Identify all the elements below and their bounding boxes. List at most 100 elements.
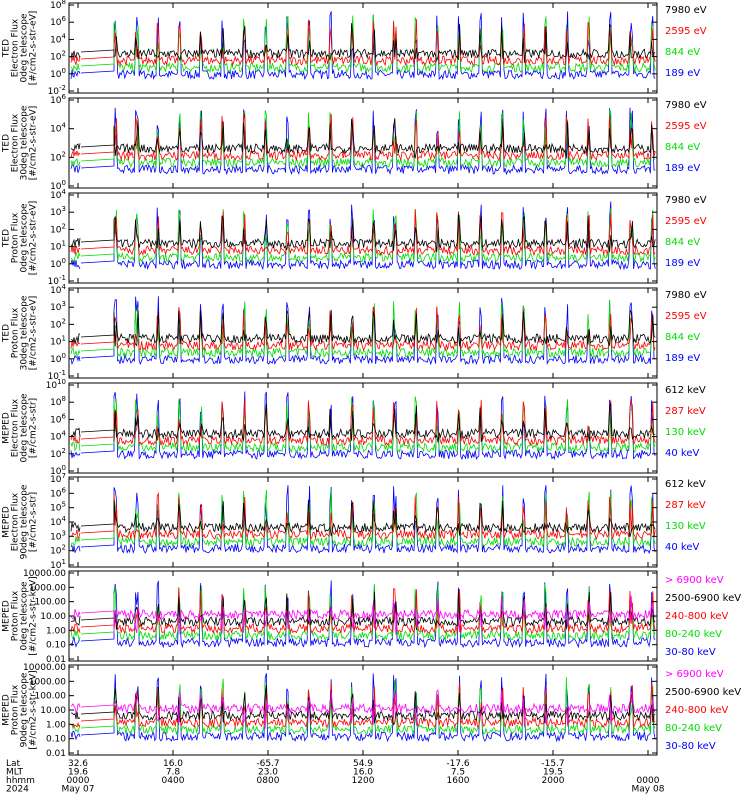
series-trace-80-240-kev: [70, 583, 656, 642]
series-trace-2595-ev: [70, 19, 656, 67]
y-tick-label: 104: [50, 188, 66, 201]
y-tick-label: 0.01: [46, 655, 66, 665]
xaxis-lat-label: -65.7: [256, 759, 279, 769]
y-tick-label: 104: [50, 283, 66, 296]
y-tick-label: 103: [50, 529, 66, 542]
xaxis-row-label: MLT: [6, 768, 24, 778]
y-tick-label: 103: [50, 300, 66, 313]
series-trace-287-kev: [70, 492, 656, 541]
legend-entry: 844 eV: [665, 237, 700, 248]
xaxis-row-label: 2024: [6, 785, 29, 795]
series-trace-844-ev: [70, 300, 656, 359]
series-trace-189-ev: [70, 296, 656, 366]
series-trace-7980-ev: [70, 23, 656, 63]
panel-3-traces: [70, 201, 656, 271]
legend-entry: 7980 eV: [665, 290, 707, 301]
legend-entry: 80-240 keV: [665, 723, 722, 734]
xaxis-lat-label: -17.6: [446, 759, 470, 769]
legend-entry: 7980 eV: [665, 5, 707, 16]
xaxis-row-label: Lat: [6, 759, 21, 769]
y-tick-label: 101: [50, 558, 66, 571]
legend-entry: 844 eV: [665, 142, 700, 153]
xaxis-mlt-label: 19.6: [68, 768, 88, 778]
panel-7: 10000.00 1000.00 100.00 10.00 1.00 0.10 0.01 ME…: [2, 569, 742, 665]
legend-entry: 2595 eV: [665, 121, 707, 132]
panel-8-ylabel: MEPEDProton Flux90deg telescope[#/cm2-s-…: [2, 670, 39, 749]
panel-3-ylabel: TEDProton Flux0deg telescope[#/cm2-s-str…: [2, 201, 39, 276]
legend-entry: 2595 eV: [665, 26, 707, 37]
panel-2-ylabel: TEDElectron Flux30deg telescope[#/cm2-s-…: [2, 105, 39, 180]
y-tick-label: 101: [50, 335, 66, 348]
y-tick-label: 104: [50, 122, 66, 135]
legend-entry: 189 eV: [665, 68, 700, 79]
y-tick-label: 1.00: [46, 626, 66, 636]
legend-entry: 130 keV: [665, 427, 706, 438]
legend-entry: 844 eV: [665, 332, 700, 343]
series-trace-612-kev: [70, 403, 656, 443]
legend-entry: 2595 eV: [665, 216, 707, 227]
panel-3: 104 103 102 101 100 10-1 TEDProton Flux0deg te…: [2, 188, 707, 287]
y-tick-label: 102: [50, 150, 66, 163]
legend-entry: 30-80 keV: [665, 741, 716, 752]
legend-entry: 30-80 keV: [665, 647, 716, 658]
y-tick-label: 106: [50, 15, 66, 28]
panel-5-traces: [70, 391, 656, 461]
panel-6-ylabel: MEPEDElectron Flux90deg telescope[#/cm2-…: [2, 484, 39, 559]
legend-entry: 2500-6900 keV: [665, 687, 741, 698]
series-trace-7980-ev: [70, 118, 656, 159]
y-tick-label: 102: [50, 447, 66, 460]
y-tick-label: 100.00: [35, 692, 67, 702]
xaxis-time-label: 0400: [162, 776, 185, 786]
y-tick-label: 104: [50, 32, 66, 45]
y-tick-label: 1000.00: [29, 583, 66, 593]
y-tick-label: 104: [50, 515, 66, 528]
y-tick-label: 106: [50, 93, 66, 106]
y-tick-label: 1000.00: [29, 677, 66, 687]
xaxis-mlt-label: 23.0: [258, 768, 278, 778]
y-tick-label: 10.00: [40, 612, 66, 622]
series-trace-612-kev: [70, 499, 656, 537]
y-tick-label: 103: [50, 205, 66, 218]
y-tick-label: 107: [50, 472, 66, 485]
panel-6-frame: [68, 476, 658, 568]
y-tick-label: 0.10: [46, 735, 66, 745]
legend-entry: 189 eV: [665, 258, 700, 269]
y-tick-label: 108: [50, 0, 66, 11]
y-tick-label: 100: [50, 352, 66, 365]
panel-5-ylabel: MEPEDElectron Flux0deg telescope[#/cm2-s…: [2, 393, 39, 463]
xaxis-time-label: 0000: [637, 776, 660, 786]
legend-entry: 612 keV: [665, 479, 706, 490]
y-tick-label: 10000.00: [23, 663, 66, 673]
xaxis-mlt-label: 7.8: [166, 768, 181, 778]
legend-entry: > 6900 keV: [665, 669, 724, 680]
y-tick-label: 108: [50, 395, 66, 408]
legend-entry: 80-240 keV: [665, 629, 722, 640]
y-tick-label: 100: [50, 179, 66, 192]
y-tick-label: 10-1: [48, 369, 66, 382]
y-tick-label: 102: [50, 222, 66, 235]
y-tick-label: 10000.00: [23, 569, 66, 579]
series-trace-2595-ev: [70, 306, 656, 352]
series-trace-7980-ev: [70, 309, 656, 347]
panel-7-traces: [70, 580, 656, 649]
legend-entry: 189 eV: [665, 163, 700, 174]
y-tick-label: 105: [50, 501, 66, 514]
y-tick-label: 102: [50, 544, 66, 557]
legend-entry: 2595 eV: [665, 311, 707, 322]
series-trace-2500-6900-kev: [70, 685, 656, 726]
legend-entry: 287 keV: [665, 406, 706, 417]
y-tick-label: 10-2: [48, 84, 66, 97]
panel-2-traces: [70, 107, 656, 176]
xaxis-mlt-label: 19.5: [543, 768, 563, 778]
legend-entry: > 6900 keV: [665, 575, 724, 586]
xaxis-mlt-label: 16.0: [353, 768, 373, 778]
panel-1-traces: [70, 11, 656, 81]
panel-8-traces: [70, 673, 656, 743]
xaxis-time-label: 1200: [352, 776, 375, 786]
y-tick-label: 102: [50, 317, 66, 330]
y-tick-label: 1.00: [46, 720, 66, 730]
legend-entry: 2500-6900 keV: [665, 593, 741, 604]
y-tick-label: 101: [50, 240, 66, 253]
